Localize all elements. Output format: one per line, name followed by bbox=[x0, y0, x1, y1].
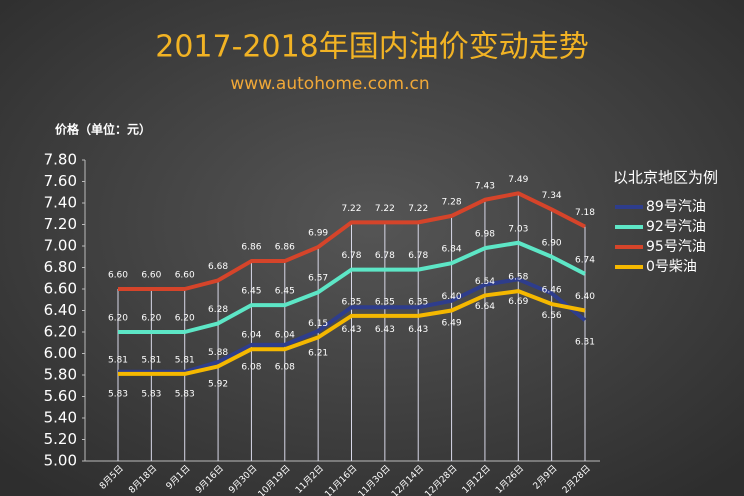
data-label: 6.68 bbox=[208, 262, 228, 272]
data-label: 6.31 bbox=[575, 338, 595, 348]
legend-label: 89号汽油 bbox=[646, 199, 706, 215]
data-label: 7.28 bbox=[442, 197, 462, 207]
y-tick-label: 6.00 bbox=[44, 344, 77, 362]
data-label: 6.86 bbox=[241, 243, 261, 253]
legend-title: 以北京地区为例 bbox=[613, 169, 718, 187]
data-label: 5.83 bbox=[175, 389, 195, 399]
y-tick-label: 6.20 bbox=[44, 323, 77, 341]
data-label: 6.56 bbox=[542, 311, 562, 321]
data-label: 6.86 bbox=[275, 243, 295, 253]
y-tick-label: 7.40 bbox=[44, 194, 77, 212]
data-label: 6.99 bbox=[308, 229, 328, 239]
data-label: 6.20 bbox=[175, 314, 195, 324]
data-label: 6.35 bbox=[408, 297, 428, 307]
series-line bbox=[118, 277, 587, 374]
series-line bbox=[118, 289, 586, 376]
data-label: 6.08 bbox=[241, 362, 261, 372]
data-label: 6.43 bbox=[375, 325, 395, 335]
data-label: 6.54 bbox=[475, 277, 495, 287]
data-label: 5.81 bbox=[141, 355, 161, 365]
data-label: 6.04 bbox=[275, 331, 295, 341]
y-tick-label: 7.80 bbox=[44, 151, 77, 169]
y-tick-label: 5.20 bbox=[44, 430, 77, 448]
data-label: 6.69 bbox=[508, 297, 528, 307]
y-tick-label: 7.60 bbox=[44, 172, 77, 190]
y-tick-label: 5.40 bbox=[44, 409, 77, 427]
series-line bbox=[118, 240, 586, 334]
data-label: 6.43 bbox=[408, 325, 428, 335]
data-label: 6.57 bbox=[308, 274, 328, 284]
series-line bbox=[118, 191, 586, 291]
data-label: 6.64 bbox=[475, 302, 495, 312]
y-tick-label: 6.80 bbox=[44, 258, 77, 276]
data-label: 5.92 bbox=[208, 380, 228, 390]
y-tick-label: 7.00 bbox=[44, 237, 77, 255]
y-tick-label: 5.00 bbox=[44, 452, 77, 470]
data-label: 6.20 bbox=[108, 314, 128, 324]
y-tick-label: 7.20 bbox=[44, 215, 77, 233]
data-label: 6.20 bbox=[141, 314, 161, 324]
data-label: 7.34 bbox=[542, 191, 562, 201]
data-label: 6.74 bbox=[575, 255, 595, 265]
data-label: 6.04 bbox=[241, 331, 261, 341]
data-label: 7.22 bbox=[341, 204, 361, 214]
data-label: 6.43 bbox=[341, 325, 361, 335]
data-label: 6.78 bbox=[375, 251, 395, 261]
data-label: 6.58 bbox=[508, 273, 528, 283]
data-label: 7.43 bbox=[475, 181, 495, 191]
data-label: 5.83 bbox=[141, 389, 161, 399]
data-label: 6.60 bbox=[108, 271, 128, 281]
y-tick-label: 6.40 bbox=[44, 301, 77, 319]
legend-label: 92号汽油 bbox=[646, 219, 706, 235]
legend-label: 0号柴油 bbox=[646, 259, 697, 275]
data-label: 6.40 bbox=[575, 292, 595, 302]
y-tick-label: 5.80 bbox=[44, 366, 77, 384]
data-label: 6.98 bbox=[475, 230, 495, 240]
data-label: 5.88 bbox=[208, 348, 228, 358]
legend-label: 95号汽油 bbox=[646, 239, 706, 255]
data-label: 6.46 bbox=[542, 286, 562, 296]
data-label: 7.22 bbox=[408, 204, 428, 214]
data-label: 6.35 bbox=[375, 297, 395, 307]
data-label: 6.78 bbox=[341, 251, 361, 261]
data-label: 6.15 bbox=[308, 319, 328, 329]
data-label: 6.45 bbox=[275, 287, 295, 297]
y-axis-label: 价格（单位：元） bbox=[55, 122, 151, 137]
data-label: 7.18 bbox=[575, 208, 595, 218]
data-label: 6.21 bbox=[308, 348, 328, 358]
data-label: 6.60 bbox=[175, 271, 195, 281]
data-label: 6.40 bbox=[442, 292, 462, 302]
data-label: 5.83 bbox=[108, 389, 128, 399]
data-label: 6.84 bbox=[442, 245, 462, 255]
data-label: 6.45 bbox=[241, 287, 261, 297]
data-label: 6.49 bbox=[442, 318, 462, 328]
data-label: 5.81 bbox=[108, 355, 128, 365]
data-label: 5.81 bbox=[175, 355, 195, 365]
data-label: 6.78 bbox=[408, 251, 428, 261]
y-tick-label: 5.60 bbox=[44, 387, 77, 405]
chart-title: 2017-2018年国内油价变动走势 bbox=[155, 30, 589, 65]
data-label: 7.22 bbox=[375, 204, 395, 214]
y-tick-label: 6.60 bbox=[44, 280, 77, 298]
data-label: 6.90 bbox=[542, 238, 562, 248]
data-label: 6.35 bbox=[341, 297, 361, 307]
data-label: 7.49 bbox=[508, 175, 528, 185]
data-label: 6.60 bbox=[141, 271, 161, 281]
data-label: 7.03 bbox=[508, 224, 528, 234]
chart-subtitle: www.autohome.com.cn bbox=[230, 74, 429, 94]
data-label: 6.28 bbox=[208, 305, 228, 315]
data-label: 6.08 bbox=[275, 362, 295, 372]
